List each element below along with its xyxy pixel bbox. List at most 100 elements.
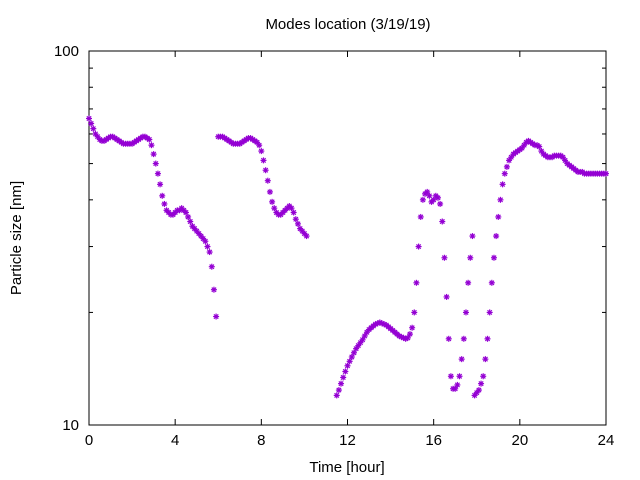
data-point: [465, 279, 472, 286]
data-point: [478, 380, 485, 387]
data-points: [86, 115, 609, 399]
data-point: [559, 154, 566, 161]
data-point: [475, 387, 482, 394]
data-point: [342, 368, 349, 375]
data-point: [562, 157, 569, 164]
data-point: [434, 194, 441, 201]
data-point: [469, 233, 476, 240]
data-point: [86, 115, 92, 122]
data-point: [411, 309, 418, 316]
data-point: [258, 148, 265, 155]
data-point: [480, 373, 487, 380]
data-point: [460, 335, 467, 342]
data-point: [90, 125, 97, 132]
data-point: [452, 385, 459, 392]
data-point: [288, 205, 295, 212]
data-point: [499, 181, 506, 188]
data-point: [508, 154, 515, 161]
data-point: [346, 358, 353, 365]
data-point: [437, 200, 444, 207]
data-point: [486, 309, 493, 316]
data-point: [456, 373, 463, 380]
data-point: [462, 309, 469, 316]
y-tick-label: 10: [62, 417, 79, 434]
plot-frame: [88, 50, 607, 426]
data-point: [185, 213, 192, 220]
data-point: [501, 170, 508, 177]
data-point: [603, 170, 609, 177]
data-point: [210, 286, 217, 293]
data-point: [493, 233, 500, 240]
plot-area: [88, 50, 607, 426]
data-point: [415, 243, 422, 250]
data-point: [202, 238, 209, 245]
data-point: [187, 218, 194, 225]
data-point: [264, 177, 271, 184]
data-point: [353, 345, 360, 352]
data-point: [204, 243, 211, 250]
y-axis-label: Particle size [nm]: [8, 181, 25, 295]
data-point: [213, 313, 220, 320]
data-point: [488, 279, 495, 286]
data-point: [208, 263, 215, 270]
data-point: [148, 142, 155, 149]
data-point: [262, 167, 269, 174]
x-tick-label: 16: [425, 432, 442, 449]
data-point: [409, 324, 416, 331]
data-point: [413, 279, 420, 286]
data-point: [256, 142, 263, 149]
x-tick-label: 12: [339, 432, 356, 449]
data-point: [269, 198, 276, 205]
data-point: [447, 373, 454, 380]
data-point: [338, 380, 345, 387]
data-point: [344, 362, 351, 369]
data-point: [439, 218, 446, 225]
data-point: [290, 209, 297, 216]
data-point: [417, 213, 424, 220]
data-point: [484, 335, 491, 342]
data-point: [294, 220, 301, 227]
x-axis-label: Time [hour]: [309, 459, 384, 476]
data-point: [335, 387, 342, 394]
data-point: [406, 331, 413, 338]
data-point: [157, 181, 164, 188]
data-point: [441, 254, 448, 261]
data-point: [348, 353, 355, 360]
data-point: [150, 151, 157, 158]
data-point: [303, 233, 310, 240]
data-point: [260, 157, 267, 164]
data-point: [292, 216, 299, 223]
data-point: [536, 143, 543, 150]
data-point: [482, 356, 489, 363]
data-point: [161, 200, 168, 207]
x-tick-label: 20: [511, 432, 528, 449]
data-point: [467, 254, 474, 261]
data-point: [458, 356, 465, 363]
data-point: [454, 381, 461, 388]
data-point: [445, 335, 452, 342]
data-point: [88, 120, 95, 127]
data-point: [506, 157, 513, 164]
data-point: [146, 136, 153, 143]
data-point: [182, 209, 189, 216]
data-point: [495, 213, 502, 220]
data-point: [154, 170, 161, 177]
data-point: [426, 192, 433, 199]
data-point: [443, 293, 450, 300]
data-point: [419, 196, 426, 203]
x-tick-label: 24: [598, 432, 615, 449]
data-point: [266, 188, 273, 195]
data-point: [333, 392, 340, 399]
axis-ticks: 0 4 8 12 16 20 24 10 100: [54, 43, 614, 449]
data-point: [159, 192, 166, 199]
data-point: [503, 163, 510, 170]
data-point: [340, 374, 347, 381]
x-tick-label: 4: [171, 432, 179, 449]
data-point: [490, 254, 497, 261]
x-tick-label: 8: [257, 432, 265, 449]
data-point: [206, 249, 213, 256]
y-tick-label: 100: [54, 43, 79, 60]
data-point: [497, 196, 504, 203]
chart-title: Modes location (3/19/19): [265, 16, 430, 33]
